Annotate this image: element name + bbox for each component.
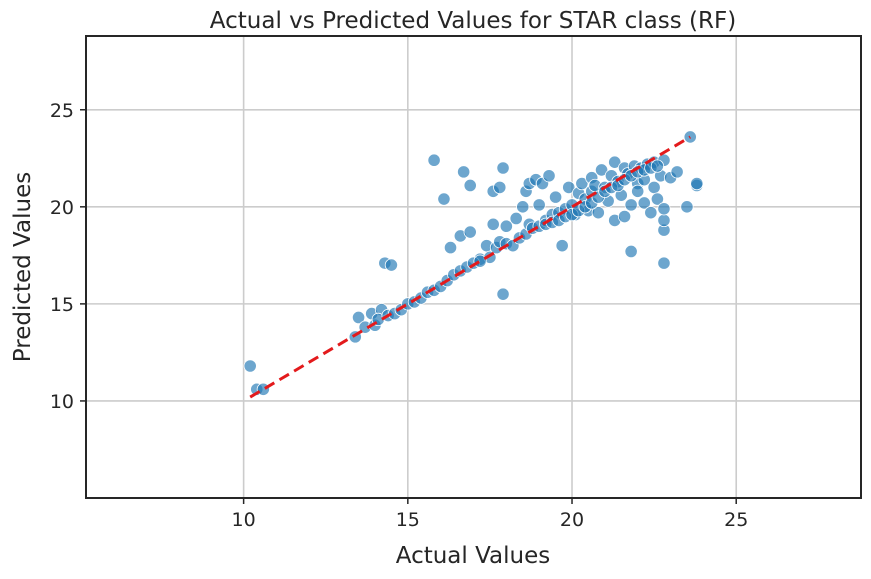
data-point bbox=[591, 206, 605, 220]
data-point bbox=[670, 165, 684, 179]
chart-title: Actual vs Predicted Values for STAR clas… bbox=[210, 8, 736, 34]
x-tick-label: 25 bbox=[724, 509, 748, 531]
data-point bbox=[562, 180, 576, 195]
y-tick-label: 20 bbox=[50, 197, 74, 219]
data-point bbox=[657, 202, 671, 216]
data-point bbox=[351, 310, 366, 325]
y-axis-ticks: 10 15 20 25 bbox=[50, 100, 86, 413]
data-point bbox=[624, 198, 638, 212]
x-tick-label: 20 bbox=[560, 509, 584, 531]
y-axis-label: Predicted Values bbox=[10, 172, 36, 362]
data-point bbox=[532, 198, 546, 212]
x-tick-label: 10 bbox=[232, 509, 256, 531]
data-point bbox=[542, 169, 556, 183]
data-point bbox=[657, 213, 671, 228]
data-point bbox=[384, 258, 399, 272]
data-point bbox=[496, 287, 510, 301]
data-point bbox=[496, 161, 510, 175]
data-point bbox=[486, 217, 500, 231]
x-axis-label: Actual Values bbox=[396, 543, 551, 569]
data-point bbox=[637, 196, 651, 210]
data-point bbox=[516, 200, 530, 214]
data-point bbox=[650, 192, 664, 206]
x-axis-ticks: 10 15 20 25 bbox=[232, 498, 748, 531]
data-point bbox=[650, 159, 664, 173]
data-point bbox=[243, 359, 257, 373]
grid-lines bbox=[86, 36, 861, 498]
y-tick-label: 10 bbox=[50, 391, 74, 413]
data-point bbox=[608, 155, 622, 169]
data-point bbox=[644, 206, 658, 220]
y-tick-label: 15 bbox=[50, 294, 74, 316]
data-point bbox=[463, 225, 477, 239]
data-point bbox=[647, 180, 661, 195]
data-point bbox=[548, 190, 563, 204]
data-point bbox=[575, 176, 589, 191]
y-tick-label: 25 bbox=[50, 100, 74, 122]
data-point bbox=[256, 382, 270, 396]
data-point bbox=[493, 180, 507, 195]
data-point bbox=[617, 209, 632, 224]
x-tick-label: 15 bbox=[396, 509, 420, 531]
reference-line bbox=[249, 135, 692, 399]
data-point bbox=[437, 192, 451, 206]
data-point bbox=[555, 239, 569, 253]
data-point bbox=[499, 219, 513, 233]
data-point bbox=[624, 244, 638, 259]
data-point bbox=[690, 176, 704, 191]
data-point bbox=[443, 240, 458, 255]
data-point bbox=[680, 200, 694, 214]
data-point bbox=[631, 184, 645, 198]
data-point bbox=[657, 256, 671, 270]
data-point bbox=[457, 165, 471, 179]
data-point bbox=[463, 178, 477, 193]
data-point bbox=[594, 163, 609, 177]
plot-frame bbox=[85, 35, 862, 499]
data-point bbox=[509, 211, 523, 226]
data-point bbox=[427, 153, 441, 167]
